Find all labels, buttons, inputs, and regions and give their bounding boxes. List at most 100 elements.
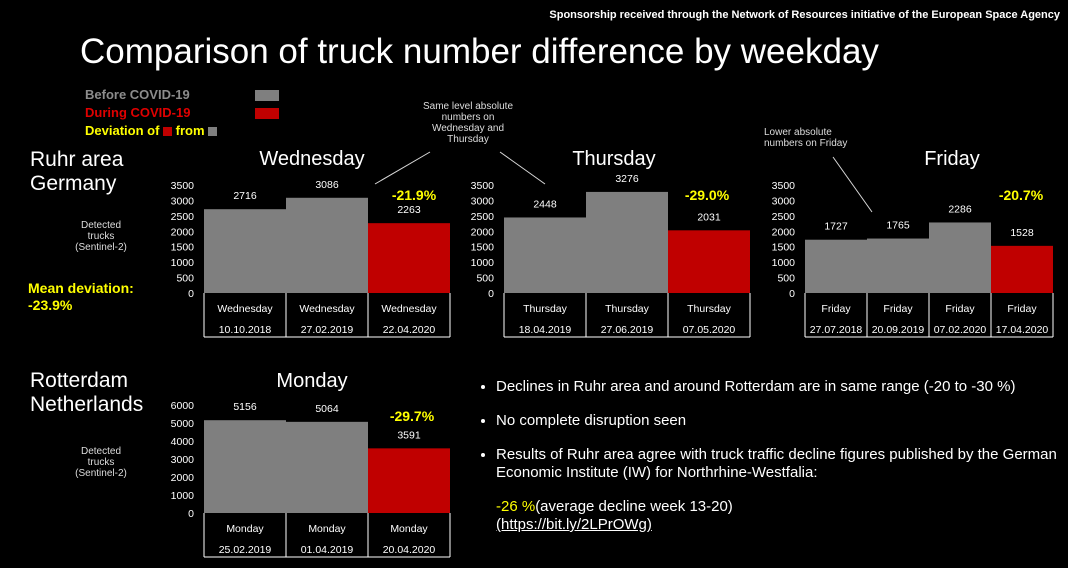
bar <box>668 230 750 293</box>
data-label: 2031 <box>697 211 721 223</box>
bar <box>368 223 450 293</box>
ruhr-detected-line1: Detected <box>80 220 122 231</box>
x-tick-label: Friday <box>1007 303 1037 315</box>
findings-panel: Declines in Ruhr area and around Rotterd… <box>478 378 1058 534</box>
mean-deviation: Mean deviation: -23.9% <box>28 280 134 314</box>
bar <box>991 245 1053 293</box>
callout-same-level-line4: Thursday <box>447 134 489 145</box>
data-label: 2263 <box>397 204 421 216</box>
data-label: 3276 <box>615 173 639 185</box>
legend: Before COVID-19 During COVID-19 Deviatio… <box>85 86 285 140</box>
callout-same-level: Same level absolute numbers on Wednesday… <box>408 101 528 145</box>
finding-item: Results of Ruhr area agree with truck tr… <box>496 446 1058 482</box>
x-tick-label: 25.02.2019 <box>219 544 272 556</box>
data-label: 2286 <box>948 203 972 215</box>
y-tick-label: 500 <box>176 273 194 285</box>
x-tick-label: Thursday <box>687 303 732 315</box>
chart-title: Monday <box>276 370 347 392</box>
x-tick-label: 07.02.2020 <box>934 324 987 336</box>
y-tick-label: 1000 <box>171 257 195 269</box>
region-ruhr-line1: Ruhr area <box>30 148 124 171</box>
y-tick-label: 500 <box>777 273 795 285</box>
x-tick-label: 20.09.2019 <box>872 324 925 336</box>
x-tick-label: Thursday <box>605 303 650 315</box>
mean-deviation-label: Mean deviation: <box>28 280 134 296</box>
legend-deviation-mid: from <box>175 123 205 138</box>
region-ruhr-name: Ruhr area Germany <box>30 148 123 196</box>
y-tick-label: 2000 <box>471 226 495 238</box>
y-tick-label: 3000 <box>171 195 195 207</box>
legend-during-label: During COVID-19 <box>85 105 191 120</box>
y-tick-label: 6000 <box>171 400 195 412</box>
rotterdam-detected-line3: (Sentinel-2) <box>75 468 127 479</box>
chart-wednesday: Wednesday 0 500 1000 1500 2000 2500 3000 3500 271… <box>171 148 451 338</box>
chart-friday: Friday 0 500 1000 1500 2000 2500 3000 3500 1727 17… <box>772 148 1054 338</box>
legend-deviation: Deviation of from <box>85 122 285 140</box>
data-label: 5064 <box>315 403 339 415</box>
y-tick-label: 0 <box>188 288 194 300</box>
x-tick-label: Thursday <box>523 303 568 315</box>
sponsor-note: Sponsorship received through the Network… <box>549 9 1060 21</box>
iw-note: -26 %(average decline week 13-20) (https… <box>496 498 1058 534</box>
data-label: 1528 <box>1010 227 1034 239</box>
findings-list: Declines in Ruhr area and around Rotterd… <box>478 378 1058 482</box>
data-label: 1727 <box>824 221 848 233</box>
y-tick-label: 3000 <box>772 195 796 207</box>
deviation-label: -20.7% <box>999 187 1044 203</box>
x-tick-label: Wednesday <box>217 303 273 315</box>
legend-during: During COVID-19 <box>85 104 285 122</box>
rotterdam-detected-line2: trucks <box>87 457 115 468</box>
callout-lower-friday-line2: numbers on Friday <box>764 138 848 149</box>
y-tick-label: 0 <box>789 288 795 300</box>
x-tick-label: 27.06.2019 <box>601 324 654 336</box>
iw-note-text: (average decline week 13-20) <box>535 498 733 515</box>
x-tick-label: Monday <box>308 523 346 535</box>
legend-during-swatch <box>255 108 279 119</box>
deviation-label: -29.0% <box>685 187 730 203</box>
x-tick-label: Monday <box>226 523 264 535</box>
region-rotterdam-line1: Rotterdam <box>30 369 129 392</box>
y-tick-label: 2500 <box>772 211 796 223</box>
x-tick-label: Friday <box>883 303 913 315</box>
bar <box>368 448 450 513</box>
callout-pointer-friday <box>832 156 873 213</box>
data-label: 5156 <box>233 401 257 413</box>
bar <box>204 209 286 293</box>
rotterdam-detected-label: Detected trucks (Sentinel-2) <box>66 446 136 479</box>
x-tick-label: 17.04.2020 <box>996 324 1049 336</box>
y-tick-label: 2000 <box>772 226 796 238</box>
bar <box>286 421 368 513</box>
iw-source-link[interactable]: (https://bit.ly/2LPrOWg) <box>496 516 652 533</box>
x-tick-label: 27.07.2018 <box>810 324 863 336</box>
data-label: 3591 <box>397 429 421 441</box>
region-rotterdam-line2: Netherlands <box>30 393 144 416</box>
legend-deviation-grey-swatch <box>208 127 218 136</box>
y-tick-label: 0 <box>188 508 194 520</box>
data-label: 2448 <box>533 198 557 210</box>
callout-lower-friday: Lower absolute numbers on Friday <box>764 127 874 149</box>
chart-thursday: Thursday 0 500 1000 1500 2000 2500 3000 3500 2448… <box>471 148 751 338</box>
bar <box>586 191 668 293</box>
x-tick-label: Monday <box>390 523 428 535</box>
ruhr-detected-line3: (Sentinel-2) <box>75 242 127 253</box>
x-tick-label: 07.05.2020 <box>683 324 736 336</box>
mean-deviation-value: -23.9% <box>28 297 73 313</box>
data-label: 1765 <box>886 220 910 232</box>
y-tick-label: 3500 <box>471 180 495 192</box>
legend-before-label: Before COVID-19 <box>85 87 190 102</box>
y-tick-label: 5000 <box>171 418 195 430</box>
x-tick-label: 10.10.2018 <box>219 324 272 336</box>
y-tick-label: 3000 <box>471 195 495 207</box>
callout-lower-friday-line1: Lower absolute <box>764 127 832 138</box>
x-tick-label: 27.02.2019 <box>301 324 354 336</box>
callout-same-level-line1: Same level absolute <box>422 101 514 112</box>
callout-pointer-wednesday <box>374 151 431 185</box>
bar <box>504 217 586 293</box>
bar <box>805 239 867 293</box>
y-tick-label: 2000 <box>171 226 195 238</box>
legend-deviation-prefix: Deviation of <box>85 123 160 138</box>
legend-before-swatch <box>255 90 279 101</box>
y-tick-label: 500 <box>476 273 494 285</box>
deviation-label: -29.7% <box>390 408 435 424</box>
